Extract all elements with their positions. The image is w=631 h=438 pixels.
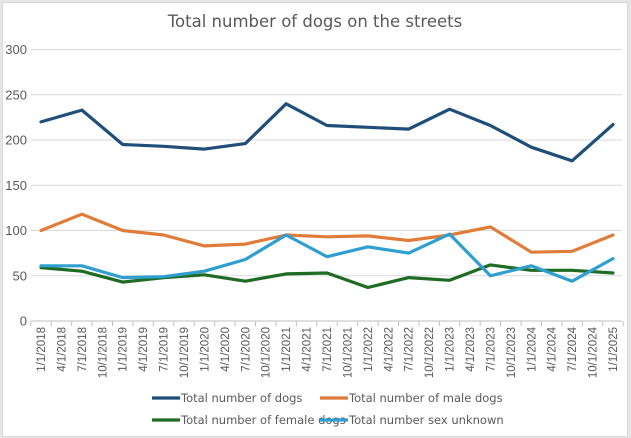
legend-label: Total number of dogs [180, 391, 302, 405]
x-tick-label: 1/1/2025 [608, 327, 620, 372]
x-tick-label: 10/1/2018 [97, 327, 109, 378]
x-tick-label: 4/1/2024 [547, 326, 559, 371]
x-tick-label: 7/1/2019 [159, 327, 171, 372]
series-lines [39, 102, 615, 290]
x-tick-label: 4/1/2020 [220, 327, 232, 372]
x-tick-label: 7/1/2022 [404, 327, 416, 372]
chart-title: Total number of dogs on the streets [167, 12, 462, 31]
x-tick-label: 4/1/2021 [302, 327, 314, 372]
legend-item: Total number of female dogs [152, 413, 346, 427]
x-tick-label: 1/1/2024 [526, 326, 538, 371]
series-line-total-number-of-dogs [39, 102, 615, 163]
legend-label: Total number sex unknown [348, 413, 504, 427]
x-tick-label: 7/1/2020 [240, 327, 252, 372]
y-tick-label: 50 [13, 268, 27, 283]
x-tick-label: 4/1/2023 [465, 327, 477, 372]
x-tick-label: 1/1/2023 [445, 327, 457, 372]
legend-item: Total number of dogs [152, 391, 302, 405]
x-tick-label: 1/1/2022 [363, 327, 375, 372]
y-axis: 0 50 100 150 200 250 300 [5, 42, 27, 329]
legend: Total number of dogs Total number of male… [152, 391, 504, 427]
series-line-total-number-sex-unknown [39, 232, 615, 283]
x-tick-label: 10/1/2019 [179, 327, 191, 378]
x-tick-label: 7/1/2024 [567, 326, 579, 371]
x-tick-label: 1/1/2019 [118, 327, 130, 372]
legend-label: Total number of female dogs [180, 413, 346, 427]
y-tick-label: 150 [5, 178, 27, 193]
x-tick-label: 1/1/2021 [281, 327, 293, 372]
y-tick-label: 0 [20, 314, 27, 329]
y-tick-label: 250 [5, 87, 27, 102]
x-tick-label: 1/1/2018 [36, 327, 48, 372]
y-tick-label: 200 [5, 133, 27, 148]
x-tick-label: 10/1/2024 [588, 326, 600, 378]
y-tick-label: 300 [5, 42, 27, 57]
x-tick-label: 10/1/2023 [506, 327, 518, 378]
x-tick-label: 10/1/2022 [424, 327, 436, 378]
x-tick-label: 4/1/2019 [138, 327, 150, 372]
x-tick-label: 7/1/2021 [322, 327, 334, 372]
legend-label: Total number of male dogs [348, 391, 503, 405]
y-tick-label: 100 [5, 223, 27, 238]
x-tick-label: 10/1/2021 [342, 327, 354, 378]
x-tick-label: 4/1/2018 [56, 327, 68, 372]
legend-item: Total number sex unknown [320, 413, 504, 427]
legend-item: Total number of male dogs [320, 391, 503, 405]
x-tick-label: 10/1/2020 [261, 327, 273, 378]
x-tick-label: 1/1/2020 [199, 327, 211, 372]
x-tick-label: 7/1/2018 [77, 327, 89, 372]
x-axis: 1/1/2018 4/1/2018 7/1/2018 10/1/2018 1/1/201… [30, 320, 624, 378]
gridlines [31, 49, 622, 277]
x-tick-label: 7/1/2023 [485, 327, 497, 372]
series-line-total-number-of-male-dogs [39, 212, 615, 254]
x-tick-label: 4/1/2022 [383, 327, 395, 372]
